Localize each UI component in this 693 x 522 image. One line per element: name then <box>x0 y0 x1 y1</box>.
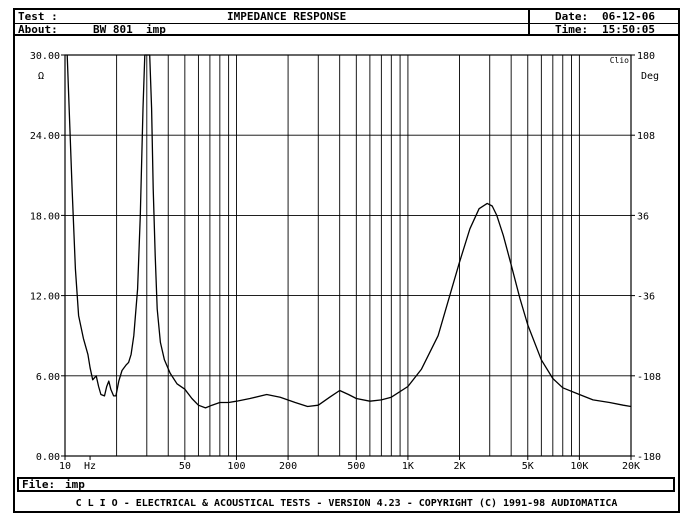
header-row-divider <box>15 10 678 24</box>
plot-area-border <box>64 54 632 457</box>
about-label: About: <box>18 23 58 36</box>
x-tick-label: 20K <box>622 461 640 472</box>
chart-title: IMPEDANCE RESPONSE <box>227 10 347 23</box>
x-tick-label: 200 <box>279 461 297 472</box>
footer-text: C L I O - ELECTRICAL & ACOUSTICAL TESTS … <box>75 498 618 509</box>
y2-tick-label: -36 <box>637 292 655 303</box>
file-value: imp <box>65 478 85 491</box>
x-tick-label: 10K <box>570 461 588 472</box>
header-bar: Test : IMPEDANCE RESPONSE About: BW 801 … <box>13 8 680 36</box>
x-tick-label: Hz <box>84 461 96 472</box>
y2-tick-label: -180 <box>637 452 661 463</box>
y-tick-label: 24.00 <box>30 131 60 142</box>
footer-bar: C L I O - ELECTRICAL & ACOUSTICAL TESTS … <box>13 497 680 513</box>
file-bar: File: imp <box>17 477 675 492</box>
header-vertical-divider <box>528 10 530 34</box>
x-tick-label: 100 <box>227 461 245 472</box>
y-tick-label: 0.00 <box>36 452 60 463</box>
x-tick-label: 1K <box>402 461 414 472</box>
impedance-series-line <box>66 54 632 409</box>
y-tick-label: 18.00 <box>30 211 60 222</box>
time-value: 15:50:05 <box>602 23 655 36</box>
y-tick-label: 30.00 <box>30 51 60 62</box>
date-label: Date: <box>555 10 589 23</box>
y-tick-label: 12.00 <box>30 292 60 303</box>
y2-tick-label: 36 <box>637 211 649 222</box>
y-unit-label: Ω <box>38 71 44 82</box>
test-label: Test : <box>18 10 58 23</box>
time-label: Time: <box>555 23 589 36</box>
y2-tick-label: 180 <box>637 51 655 62</box>
about-value: BW 801 imp <box>93 23 166 36</box>
y2-tick-label: -108 <box>637 372 661 383</box>
y2-tick-label: 108 <box>637 131 655 142</box>
x-tick-label: 10 <box>59 461 71 472</box>
x-tick-label: 2K <box>454 461 466 472</box>
y-tick-label: 6.00 <box>36 372 60 383</box>
clio-brand-mark: Clio <box>610 56 629 65</box>
x-tick-label: 5K <box>522 461 534 472</box>
x-tick-label: 500 <box>347 461 365 472</box>
file-label: File: <box>22 478 56 491</box>
y2-unit-label: Deg <box>641 71 659 82</box>
date-value: 06-12-06 <box>602 10 655 23</box>
x-tick-label: 50 <box>179 461 191 472</box>
